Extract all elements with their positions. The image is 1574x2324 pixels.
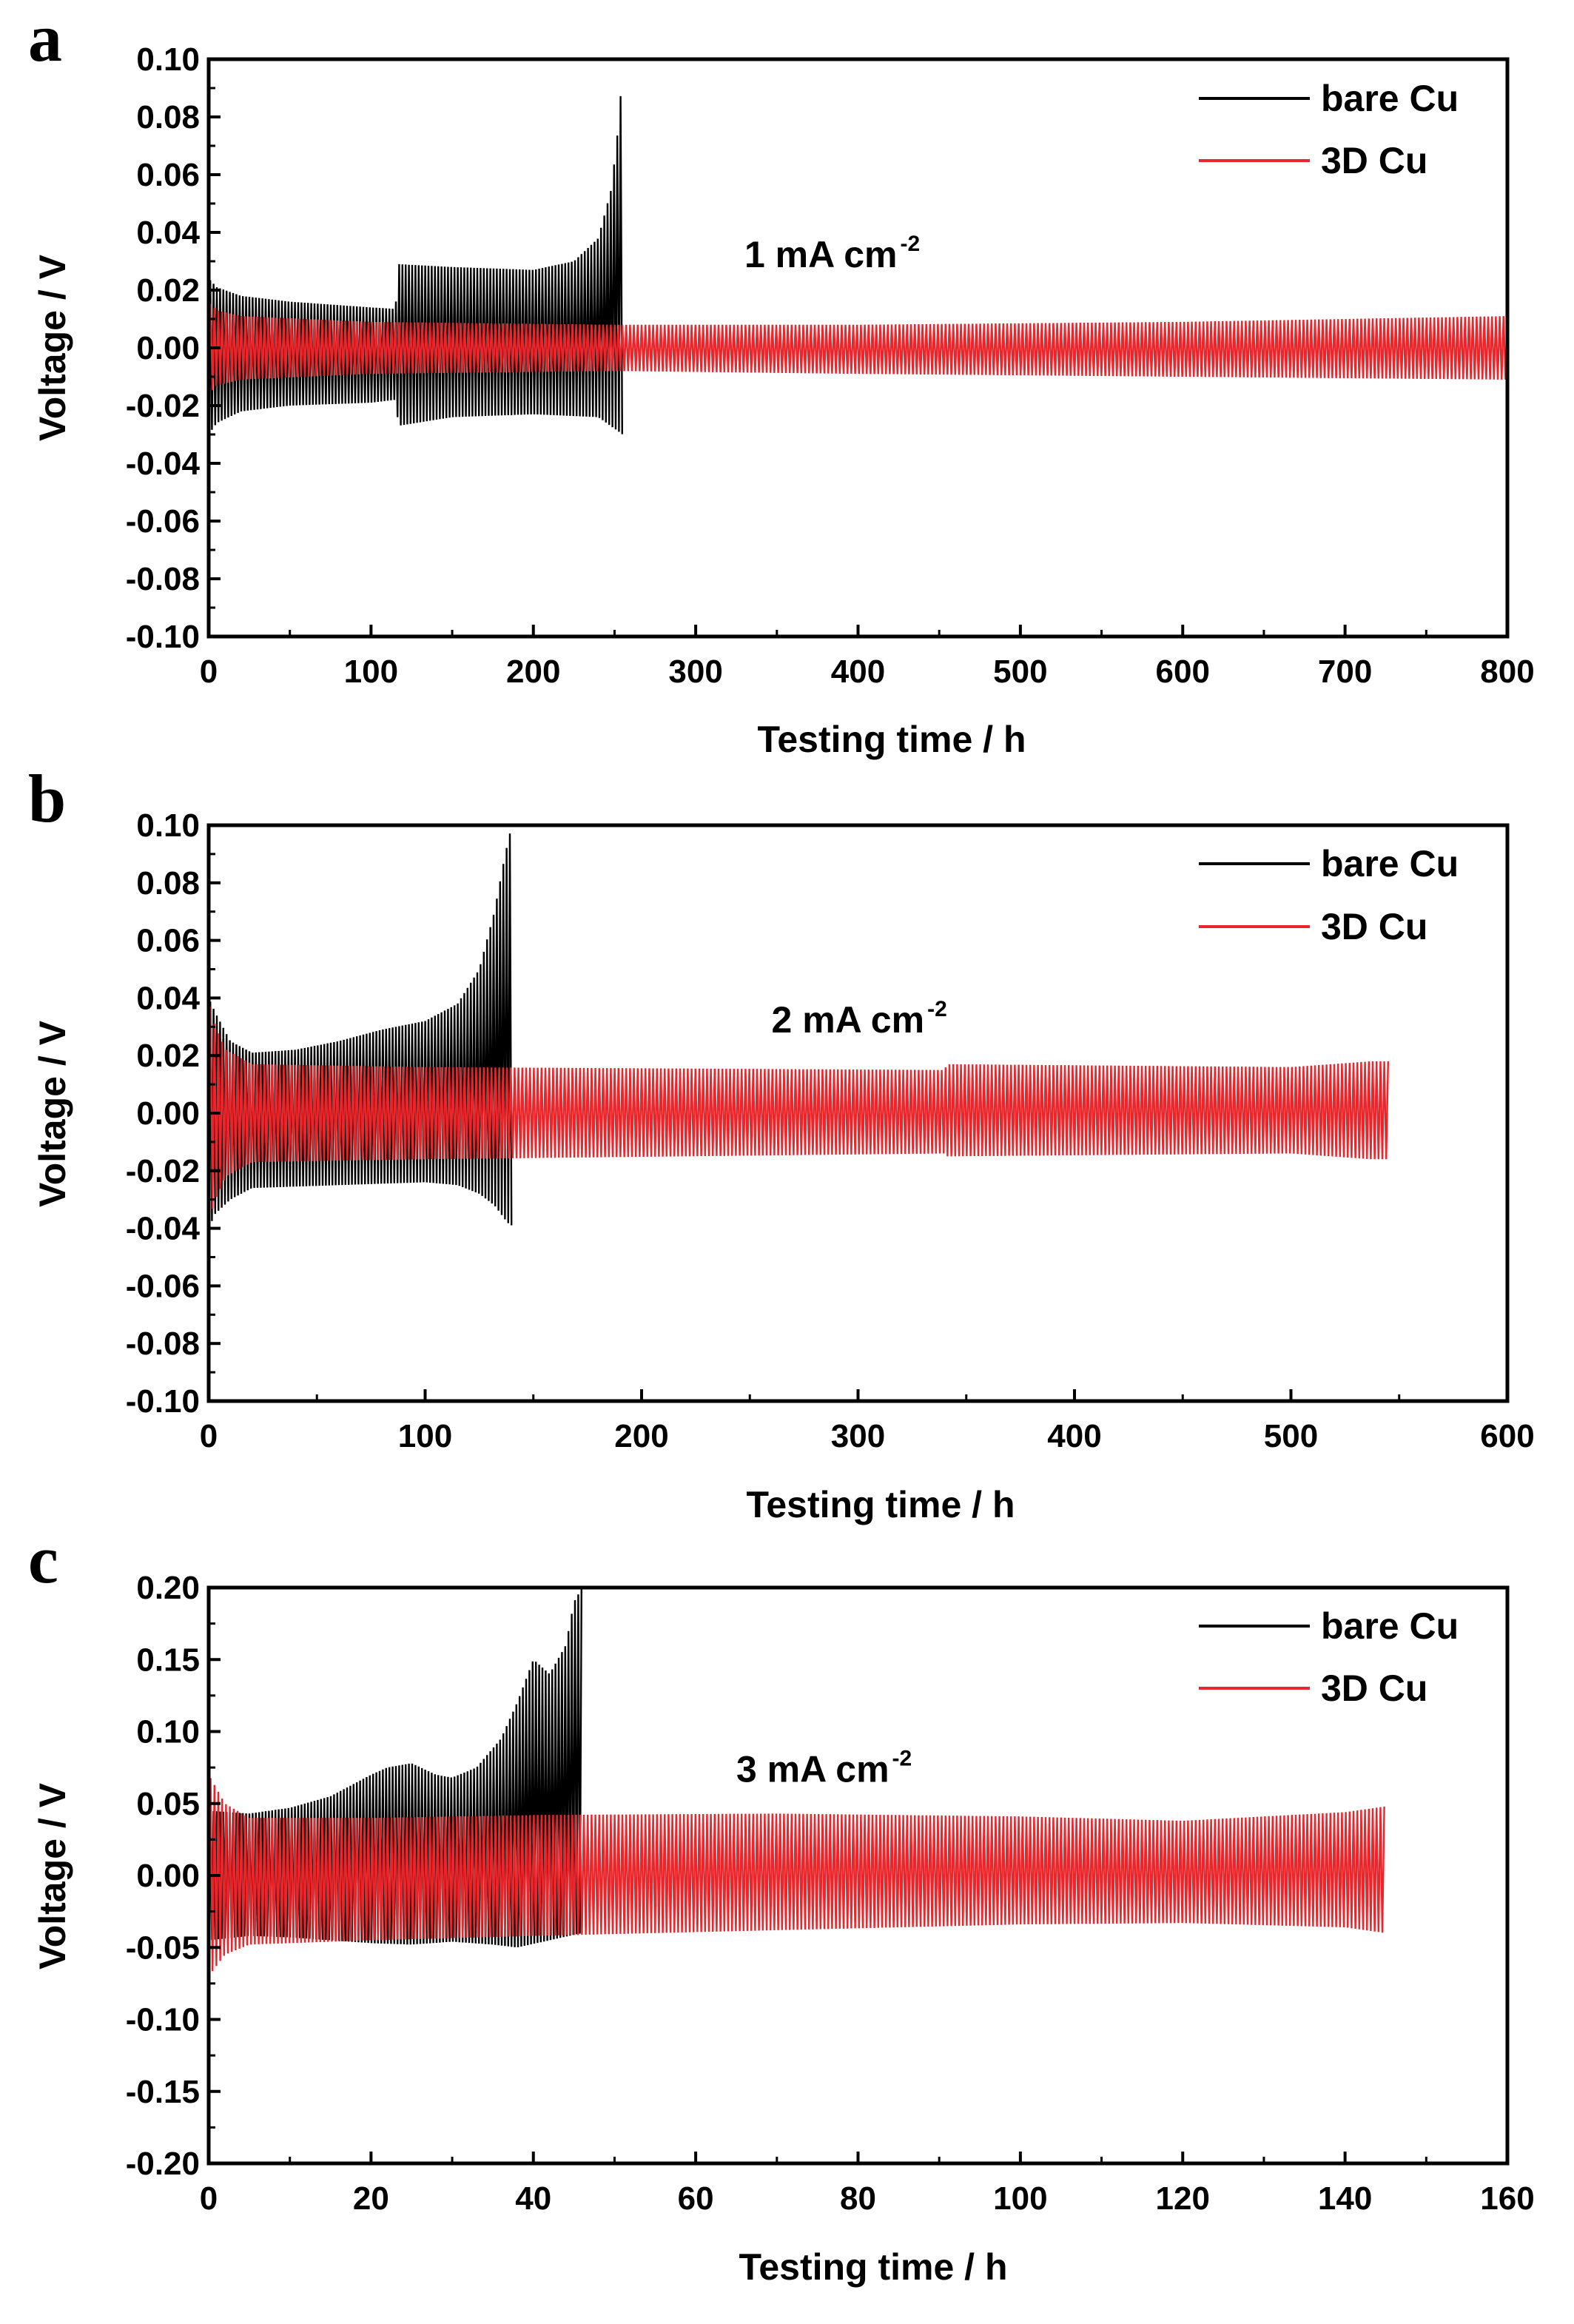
annotation-superscript: -2 <box>927 997 947 1021</box>
y-tick-label: 0.04 <box>136 980 200 1016</box>
x-tick-label: 20 <box>353 2180 389 2217</box>
annotation-text: 2 mA cm <box>772 999 925 1041</box>
x-tick-label: 300 <box>831 1418 885 1454</box>
legend-label-bare-cu: bare Cu <box>1321 1605 1459 1647</box>
x-tick-label: 0 <box>200 2180 218 2217</box>
x-tick-label: 800 <box>1480 654 1534 690</box>
y-tick-label: 0.10 <box>136 41 200 78</box>
current-density-annotation: 3 mA cm -2 <box>736 1747 912 1790</box>
y-tick-label: 0.20 <box>136 1570 200 1606</box>
x-tick-label: 120 <box>1156 2180 1210 2217</box>
y-axis-title: Voltage / V <box>32 254 73 441</box>
legend: bare Cu 3D Cu <box>1199 1605 1459 1709</box>
y-tick-label: 0.00 <box>136 1858 200 1894</box>
x-tick-label: 600 <box>1156 654 1210 690</box>
y-tick-label: -0.20 <box>126 2146 200 2182</box>
x-tick-label: 700 <box>1318 654 1372 690</box>
y-tick-label: -0.04 <box>126 1211 201 1247</box>
x-tick-label: 140 <box>1318 2180 1372 2217</box>
x-axis-title: Testing time / h <box>758 719 1026 760</box>
y-tick-label: 0.06 <box>136 923 200 959</box>
legend: bare Cu 3D Cu <box>1199 78 1459 181</box>
y-tick-label: -0.04 <box>126 446 201 482</box>
x-tick-label: 500 <box>1264 1418 1318 1454</box>
y-tick-label: 0.00 <box>136 330 200 366</box>
series-3d-cu-trace <box>209 1774 1385 1977</box>
x-tick-label: 80 <box>840 2180 876 2217</box>
legend-label-3d-cu: 3D Cu <box>1321 140 1427 181</box>
x-tick-label: 0 <box>200 1418 218 1454</box>
y-tick-label: 0.02 <box>136 272 200 309</box>
x-tick-label: 100 <box>398 1418 452 1454</box>
y-tick-label: -0.10 <box>126 619 200 655</box>
x-axis-title: Testing time / h <box>747 1484 1015 1525</box>
y-tick-label: -0.06 <box>126 503 200 540</box>
annotation-superscript: -2 <box>892 1747 912 1771</box>
y-tick-label: -0.10 <box>126 2002 200 2038</box>
y-tick-label: 0.10 <box>136 807 200 844</box>
x-tick-label: 0 <box>200 654 218 690</box>
x-tick-label: 600 <box>1480 1418 1534 1454</box>
y-axis-title: Voltage / V <box>32 1020 73 1207</box>
legend: bare Cu 3D Cu <box>1199 843 1459 947</box>
y-tick-label: -0.05 <box>126 1930 200 1966</box>
y-tick-label: 0.00 <box>136 1095 200 1132</box>
x-tick-label: 40 <box>515 2180 551 2217</box>
x-tick-label: 100 <box>993 2180 1047 2217</box>
x-tick-label: 60 <box>678 2180 714 2217</box>
panel-a: a Voltage / V Testing time / h 1 mA cm -… <box>28 0 1535 760</box>
y-axis-title: Voltage / V <box>32 1782 73 1969</box>
legend-label-3d-cu: 3D Cu <box>1321 1668 1427 1709</box>
y-tick-label: -0.08 <box>126 561 200 597</box>
legend-label-bare-cu: bare Cu <box>1321 78 1459 119</box>
y-tick-label: 0.06 <box>136 157 200 193</box>
current-density-annotation: 2 mA cm -2 <box>772 997 947 1041</box>
annotation-text: 1 mA cm <box>744 234 898 275</box>
legend-label-bare-cu: bare Cu <box>1321 843 1459 884</box>
panel-letter: c <box>28 1522 58 1597</box>
y-tick-label: 0.05 <box>136 1786 200 1822</box>
x-tick-label: 400 <box>831 654 885 690</box>
y-tick-label: -0.10 <box>126 1383 200 1420</box>
annotation-text: 3 mA cm <box>736 1749 889 1790</box>
x-tick-label: 200 <box>506 654 560 690</box>
x-axis-title: Testing time / h <box>739 2246 1008 2288</box>
y-tick-label: -0.02 <box>126 388 200 424</box>
y-tick-label: -0.08 <box>126 1326 200 1362</box>
x-tick-label: 400 <box>1047 1418 1101 1454</box>
y-tick-label: -0.06 <box>126 1268 200 1304</box>
series-3d-cu-trace <box>209 998 1389 1223</box>
panel-c: c Voltage / V Testing time / h 3 mA cm -… <box>28 1522 1535 2288</box>
y-tick-label: 0.04 <box>136 215 200 251</box>
legend-label-3d-cu: 3D Cu <box>1321 906 1427 947</box>
x-tick-label: 100 <box>344 654 398 690</box>
x-tick-label: 200 <box>614 1418 668 1454</box>
y-tick-label: -0.02 <box>126 1153 200 1189</box>
y-tick-label: -0.15 <box>126 2074 200 2110</box>
series-3d-cu-trace <box>209 301 1507 394</box>
y-tick-label: 0.08 <box>136 865 200 901</box>
x-tick-label: 160 <box>1480 2180 1534 2217</box>
y-tick-label: 0.08 <box>136 99 200 135</box>
annotation-superscript: -2 <box>901 232 921 256</box>
panel-b: b Voltage / V Testing time / h 2 mA cm -… <box>28 761 1535 1525</box>
current-density-annotation: 1 mA cm -2 <box>744 232 920 275</box>
y-tick-label: 0.02 <box>136 1038 200 1074</box>
x-tick-label: 500 <box>993 654 1047 690</box>
panel-letter: b <box>28 761 66 836</box>
panel-letter: a <box>28 0 62 75</box>
y-tick-label: 0.10 <box>136 1714 200 1750</box>
y-tick-label: 0.15 <box>136 1642 200 1678</box>
x-tick-label: 300 <box>668 654 722 690</box>
